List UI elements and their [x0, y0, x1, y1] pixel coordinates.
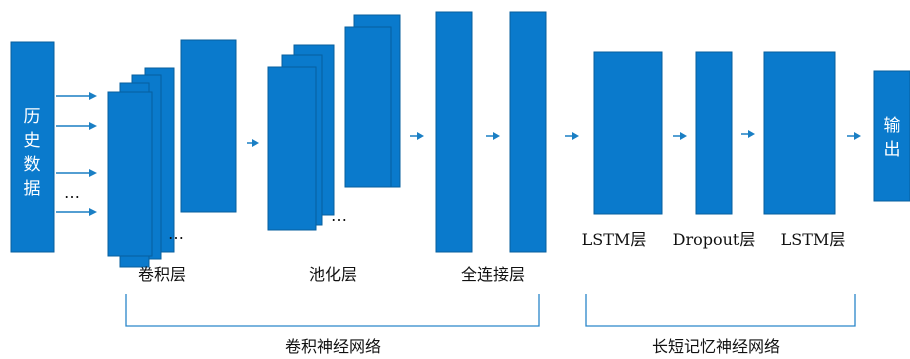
- input-arrow-4-head: [89, 208, 97, 216]
- input-box: [10, 41, 55, 253]
- arrow-lstm-to-output: [847, 132, 861, 140]
- arrow-conv-to-pool: [247, 139, 259, 147]
- cnn-bracket-line: [125, 294, 540, 327]
- output-box: [873, 70, 910, 202]
- input-node: 历 史 数 据: [10, 41, 55, 253]
- cnn-group-label: 卷积神经网络: [285, 337, 381, 356]
- conv-layer-label: 卷积层: [138, 265, 186, 284]
- output-label-char-1: 输: [884, 116, 901, 136]
- pool-feature-map-5: [344, 26, 392, 188]
- dropout-layer-label: Dropout层: [673, 230, 756, 249]
- conv-feature-map-back: [180, 39, 237, 213]
- lstm1-layer-label: LSTM层: [582, 230, 647, 249]
- conv-ellipsis: …: [168, 224, 184, 243]
- lstm-layer-1: [593, 51, 663, 215]
- output-node: 输 出: [873, 70, 910, 202]
- arrow-lstm-output-head: [854, 132, 861, 140]
- arrow-conv-pool-head: [252, 139, 259, 147]
- lstm2-layer-label: LSTM层: [781, 230, 846, 249]
- pool-ellipsis: …: [331, 206, 347, 225]
- arrow-pool-to-fc: [410, 132, 424, 140]
- input-label-char-2: 史: [24, 131, 41, 151]
- conv-layer-stack: …: [107, 39, 237, 268]
- fc-layers: [435, 11, 547, 253]
- input-ellipsis: …: [64, 183, 80, 202]
- fc-layer-2: [509, 11, 547, 253]
- output-label-char-2: 出: [884, 140, 901, 160]
- dropout-layer: [695, 51, 733, 215]
- arrow-dropout-lstm2-head: [748, 130, 755, 138]
- cnn-group-bracket: 卷积神经网络: [125, 294, 540, 356]
- pool-layer-label: 池化层: [309, 265, 357, 284]
- pool-layer-stack: …: [267, 14, 401, 231]
- arrow-pool-fc-head: [417, 132, 424, 140]
- layer-labels: 卷积层 池化层 全连接层 LSTM层 Dropout层 LSTM层: [138, 230, 845, 284]
- lstm-section: [593, 51, 836, 215]
- lstm-group-bracket: 长短记忆神经网络: [585, 294, 856, 356]
- lstm-bracket-line: [585, 294, 856, 327]
- fc-layer-1: [435, 11, 473, 253]
- input-arrows: …: [56, 92, 97, 216]
- input-arrow-1-head: [89, 92, 97, 100]
- arrow-fc-to-lstm: [565, 132, 579, 140]
- arrow-lstm1-dropout-head: [680, 132, 687, 140]
- input-label-char-4: 据: [24, 179, 41, 199]
- pool-feature-map-front: [267, 66, 317, 231]
- arrow-fc-lstm-head: [572, 132, 579, 140]
- lstm-layer-2: [763, 51, 836, 215]
- lstm-group-label: 长短记忆神经网络: [652, 337, 780, 356]
- input-arrow-2-head: [89, 122, 97, 130]
- input-label-char-3: 数: [24, 155, 41, 175]
- input-label-char-1: 历: [24, 107, 41, 127]
- fc-layer-label: 全连接层: [461, 265, 525, 284]
- arrow-fc1-fc2-head: [493, 132, 500, 140]
- conv-feature-map-front: [107, 91, 153, 257]
- input-arrow-3-head: [89, 169, 97, 177]
